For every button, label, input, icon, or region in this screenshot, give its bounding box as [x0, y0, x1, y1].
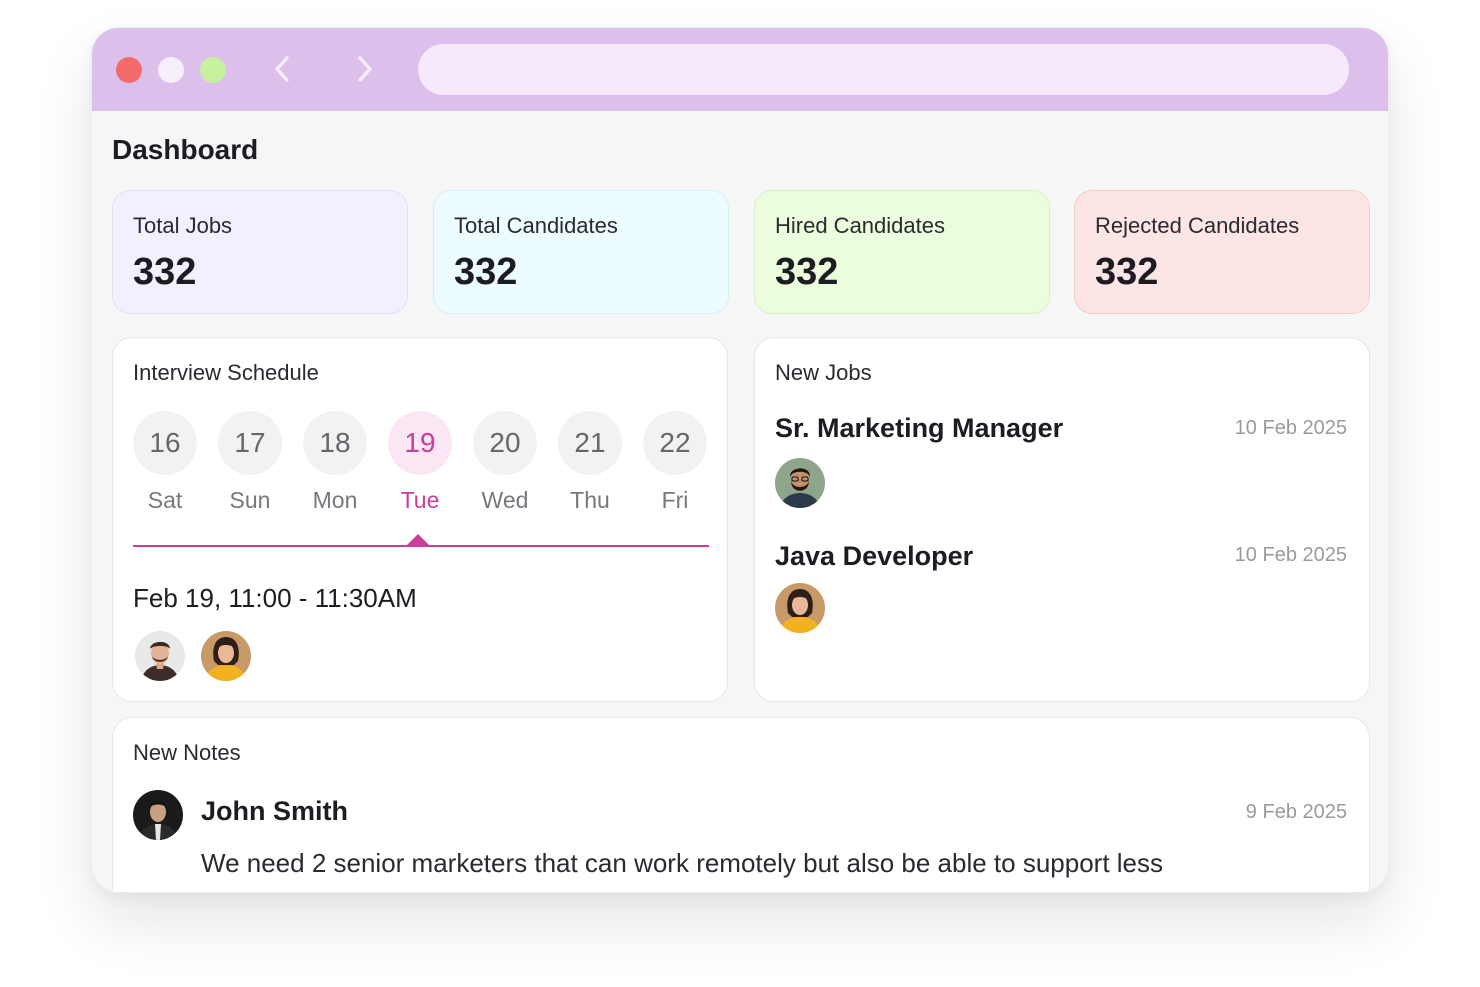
avatar[interactable] — [775, 458, 825, 508]
job-title-link[interactable]: Java Developer — [775, 541, 974, 571]
stat-value: 332 — [454, 251, 518, 293]
maximize-dot[interactable] — [200, 57, 226, 83]
timeline-divider — [133, 545, 709, 547]
avatar[interactable] — [135, 631, 185, 681]
browser-titlebar — [92, 28, 1388, 111]
day-item[interactable]: 16 Sat — [133, 411, 197, 514]
day-number: 21 — [558, 411, 622, 475]
interview-schedule-panel: Interview Schedule 16 Sat 17 Sun 18 Mon … — [112, 337, 728, 702]
avatar[interactable] — [133, 790, 183, 840]
panel-title: Interview Schedule — [133, 360, 319, 385]
day-number: 22 — [643, 411, 707, 475]
day-name: Fri — [661, 487, 689, 513]
stat-value: 332 — [775, 251, 839, 293]
selected-day-pointer-icon — [407, 534, 429, 545]
new-jobs-panel: New Jobs Sr. Marketing Manager 10 Feb 20… — [754, 337, 1370, 702]
day-number: 19 — [388, 411, 452, 475]
day-number: 20 — [473, 411, 537, 475]
stat-value: 332 — [133, 251, 197, 293]
stat-value: 332 — [1095, 251, 1159, 293]
note-date: 9 Feb 2025 — [1245, 801, 1347, 823]
day-name: Sun — [229, 487, 271, 513]
day-item[interactable]: 21 Thu — [558, 411, 622, 514]
chevron-right-icon[interactable] — [345, 48, 385, 90]
avatar[interactable] — [775, 583, 825, 633]
job-date: 10 Feb 2025 — [1234, 417, 1347, 439]
stat-label: Total Jobs — [133, 213, 233, 238]
day-name: Thu — [570, 487, 610, 513]
chevron-left-icon[interactable] — [262, 48, 302, 90]
avatar[interactable] — [201, 631, 251, 681]
stat-card-rejected-candidates[interactable]: Rejected Candidates 332 — [1074, 190, 1370, 314]
day-item[interactable]: 18 Mon — [303, 411, 367, 514]
panel-title: New Jobs — [775, 360, 872, 385]
stat-card-total-candidates[interactable]: Total Candidates 332 — [433, 190, 729, 314]
job-date: 10 Feb 2025 — [1234, 544, 1347, 566]
day-item-selected[interactable]: 19 Tue — [388, 411, 452, 514]
stat-label: Total Candidates — [454, 213, 618, 238]
day-number: 18 — [303, 411, 367, 475]
minimize-dot[interactable] — [158, 57, 184, 83]
stat-card-total-jobs[interactable]: Total Jobs 332 — [112, 190, 408, 314]
day-item[interactable]: 17 Sun — [218, 411, 282, 514]
page-title: Dashboard — [112, 134, 259, 165]
stat-label: Hired Candidates — [775, 213, 945, 238]
note-author[interactable]: John Smith — [201, 796, 348, 826]
day-name: Sat — [147, 487, 183, 513]
new-notes-panel: New Notes John Smith 9 Feb 2025 We need … — [112, 717, 1370, 892]
stat-label: Rejected Candidates — [1095, 213, 1300, 238]
day-name: Tue — [400, 487, 440, 513]
day-name: Mon — [312, 487, 358, 513]
stat-card-hired-candidates[interactable]: Hired Candidates 332 — [754, 190, 1050, 314]
day-item[interactable]: 20 Wed — [473, 411, 537, 514]
panel-title: New Notes — [133, 740, 241, 765]
interview-time: Feb 19, 11:00 - 11:30AM — [133, 583, 417, 613]
day-number: 17 — [218, 411, 282, 475]
job-title-link[interactable]: Sr. Marketing Manager — [775, 413, 1064, 443]
day-number: 16 — [133, 411, 197, 475]
day-name: Wed — [481, 487, 529, 513]
close-dot[interactable] — [116, 57, 142, 83]
note-text: We need 2 senior marketers that can work… — [201, 848, 1164, 878]
browser-window: Dashboard Total Jobs 332 Total Candidate… — [91, 27, 1389, 893]
address-bar[interactable] — [418, 44, 1349, 95]
day-item[interactable]: 22 Fri — [643, 411, 707, 514]
